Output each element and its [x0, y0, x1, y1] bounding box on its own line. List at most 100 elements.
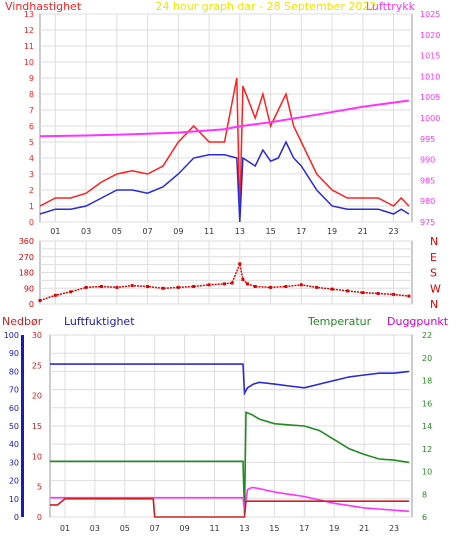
wind-direction-point: [176, 285, 180, 289]
chart3-x-tick-label: 11: [209, 524, 219, 533]
temperature-line: [50, 411, 410, 514]
chart3-x-tick-label: 23: [389, 524, 399, 533]
chart1-x-tick-label: 21: [358, 227, 368, 235]
temperature-tick-label: 22: [422, 331, 432, 340]
pressure-tick-label: 975: [420, 218, 435, 227]
chart1-title: 24 hour graph dar - 28 September 2022: [156, 0, 377, 13]
temperature-tick-label: 14: [422, 422, 432, 431]
chart1-x-tick-label: 07: [143, 227, 153, 235]
wind-direction-point: [407, 294, 411, 298]
wind-direction-point: [253, 285, 257, 288]
compass-label: W: [430, 282, 441, 295]
dewpoint-line: [50, 486, 410, 513]
wind-tick-label: 5: [29, 138, 34, 147]
humidity-axis-label: Luftfuktighet: [64, 315, 135, 328]
chart3-x-tick-label: 13: [239, 524, 249, 533]
wind-direction-point: [345, 289, 349, 293]
wind-tick-label: 12: [24, 26, 34, 35]
temperature-axis-label: Temperatur: [307, 315, 372, 328]
humidity-line: [50, 363, 410, 397]
wind-tick-label: 0: [29, 218, 34, 227]
direction-tick-label: 360: [19, 237, 34, 246]
wind-tick-label: 13: [24, 10, 34, 19]
wind-speed-axis-label: Vindhastighet: [5, 0, 82, 13]
rain-tick-label: 15: [32, 422, 42, 431]
wind-direction-point: [361, 291, 365, 295]
pressure-tick-label: 1025: [420, 10, 440, 19]
chart3-x-tick-label: 15: [269, 524, 279, 533]
temperature-tick-label: 6: [422, 513, 427, 522]
pressure-tick-label: 1015: [420, 52, 440, 61]
wind-tick-label: 9: [29, 74, 34, 83]
wind-tick-label: 4: [29, 154, 34, 163]
chart3-x-tick-label: 21: [359, 524, 369, 533]
chart3-x-tick-label: 03: [90, 524, 100, 533]
humidity-tick-label: 30: [9, 458, 19, 467]
temperature-tick-label: 10: [422, 468, 432, 477]
wind-tick-label: 2: [29, 186, 34, 195]
wind-tick-label: 1: [29, 202, 34, 211]
chart1-x-tick-label: 03: [81, 227, 91, 235]
pressure-line: [39, 99, 410, 138]
chart1-x-tick-label: 13: [235, 227, 245, 235]
chart3-x-tick-label: 01: [60, 524, 70, 533]
wind-average-line: [39, 140, 410, 223]
humidity-tick-label: 0: [14, 513, 19, 522]
chart1-x-tick-label: 01: [50, 227, 60, 235]
temperature-tick-label: 8: [422, 490, 427, 499]
rain-tick-label: 20: [32, 392, 42, 401]
chart1-x-tick-label: 17: [296, 227, 306, 235]
chart1-x-tick-label: 05: [112, 227, 122, 235]
wind-gust-line: [39, 77, 410, 218]
rain-line: [50, 498, 409, 518]
pressure-tick-label: 1005: [420, 93, 440, 102]
compass-label: N: [430, 235, 438, 248]
pressure-tick-label: 1020: [420, 31, 440, 40]
humidity-tick-label: 60: [9, 404, 19, 413]
temperature-tick-label: 12: [422, 445, 432, 454]
wind-tick-label: 8: [29, 90, 34, 99]
dewpoint-axis-label: Duggpunkt: [387, 315, 449, 328]
chart3-x-tick-label: 19: [329, 524, 339, 533]
temperature-tick-label: 16: [422, 399, 432, 408]
pressure-tick-label: 980: [420, 197, 435, 206]
humidity-tick-label: 70: [9, 386, 19, 395]
compass-label: S: [430, 267, 437, 280]
wind-direction-point: [230, 281, 234, 285]
wind-tick-label: 10: [24, 58, 34, 67]
direction-tick-label: 270: [19, 253, 34, 262]
pressure-axis-label: Lufttrykk: [366, 0, 416, 13]
compass-label: N: [430, 298, 438, 311]
rain-tick-label: 5: [37, 483, 42, 492]
wind-direction-point: [84, 285, 88, 289]
rain-tick-label: 0: [37, 513, 42, 522]
chart1-x-tick-label: 15: [265, 227, 275, 235]
chart1-x-tick-label: 23: [388, 227, 398, 235]
chart1-x-tick-label: 11: [204, 227, 214, 235]
compass-label: E: [430, 251, 437, 264]
humidity-tick-label: 100: [4, 331, 19, 340]
direction-tick-label: 90: [24, 284, 34, 293]
pressure-tick-label: 990: [420, 156, 435, 165]
rain-tick-label: 25: [32, 361, 42, 370]
wind-tick-label: 7: [29, 106, 34, 115]
humidity-temperature-chart: Nedbør Luftfuktighet Temperatur Duggpunk…: [2, 315, 449, 533]
humidity-tick-label: 80: [9, 367, 19, 376]
humidity-tick-label: 50: [9, 422, 19, 431]
rain-tick-label: 30: [32, 331, 42, 340]
wind-direction-trace: [39, 261, 409, 302]
wind-tick-label: 3: [29, 170, 34, 179]
chart3-x-tick-label: 09: [180, 524, 190, 533]
humidity-tick-label: 20: [9, 477, 19, 486]
pressure-tick-label: 985: [420, 176, 435, 185]
direction-tick-label: 180: [19, 269, 34, 278]
rain-axis-label: Nedbør: [2, 315, 43, 328]
wind-direction-point: [330, 287, 334, 291]
pressure-tick-label: 995: [420, 135, 435, 144]
chart3-x-tick-label: 05: [120, 524, 130, 533]
temperature-tick-label: 20: [422, 354, 432, 363]
chart3-x-tick-label: 07: [150, 524, 160, 533]
wind-direction-point: [192, 285, 196, 288]
